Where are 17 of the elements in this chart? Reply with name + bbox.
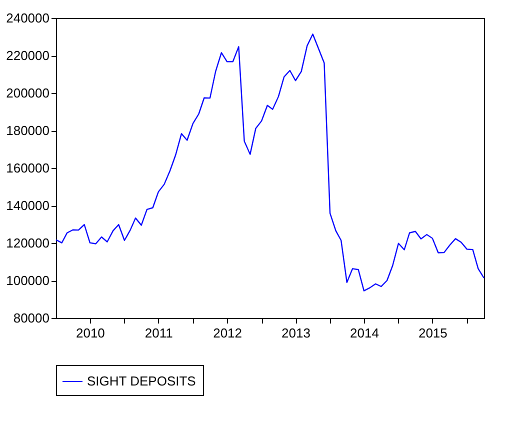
- legend-label: SIGHT DEPOSITS: [87, 374, 196, 388]
- y-tick-label: 220000: [6, 48, 50, 63]
- line-series: [55, 34, 485, 292]
- y-tick-label: 100000: [6, 273, 50, 288]
- x-tick-label: 2010: [76, 326, 105, 340]
- x-tick-label: 2012: [213, 326, 242, 340]
- y-tick-label: 140000: [6, 198, 50, 213]
- y-tick-label: 160000: [6, 160, 50, 176]
- x-tick-label: 2014: [350, 326, 379, 340]
- y-tick-label: 180000: [6, 123, 50, 138]
- y-tick-label: 120000: [6, 236, 50, 250]
- y-tick-label: 240000: [6, 10, 50, 26]
- y-tick-label: 200000: [6, 86, 50, 100]
- x-tick-label: 2015: [418, 326, 448, 340]
- y-tick-label: 80000: [13, 310, 50, 326]
- x-tick-label: 2011: [144, 326, 173, 340]
- x-tick-label: 2013: [282, 326, 310, 340]
